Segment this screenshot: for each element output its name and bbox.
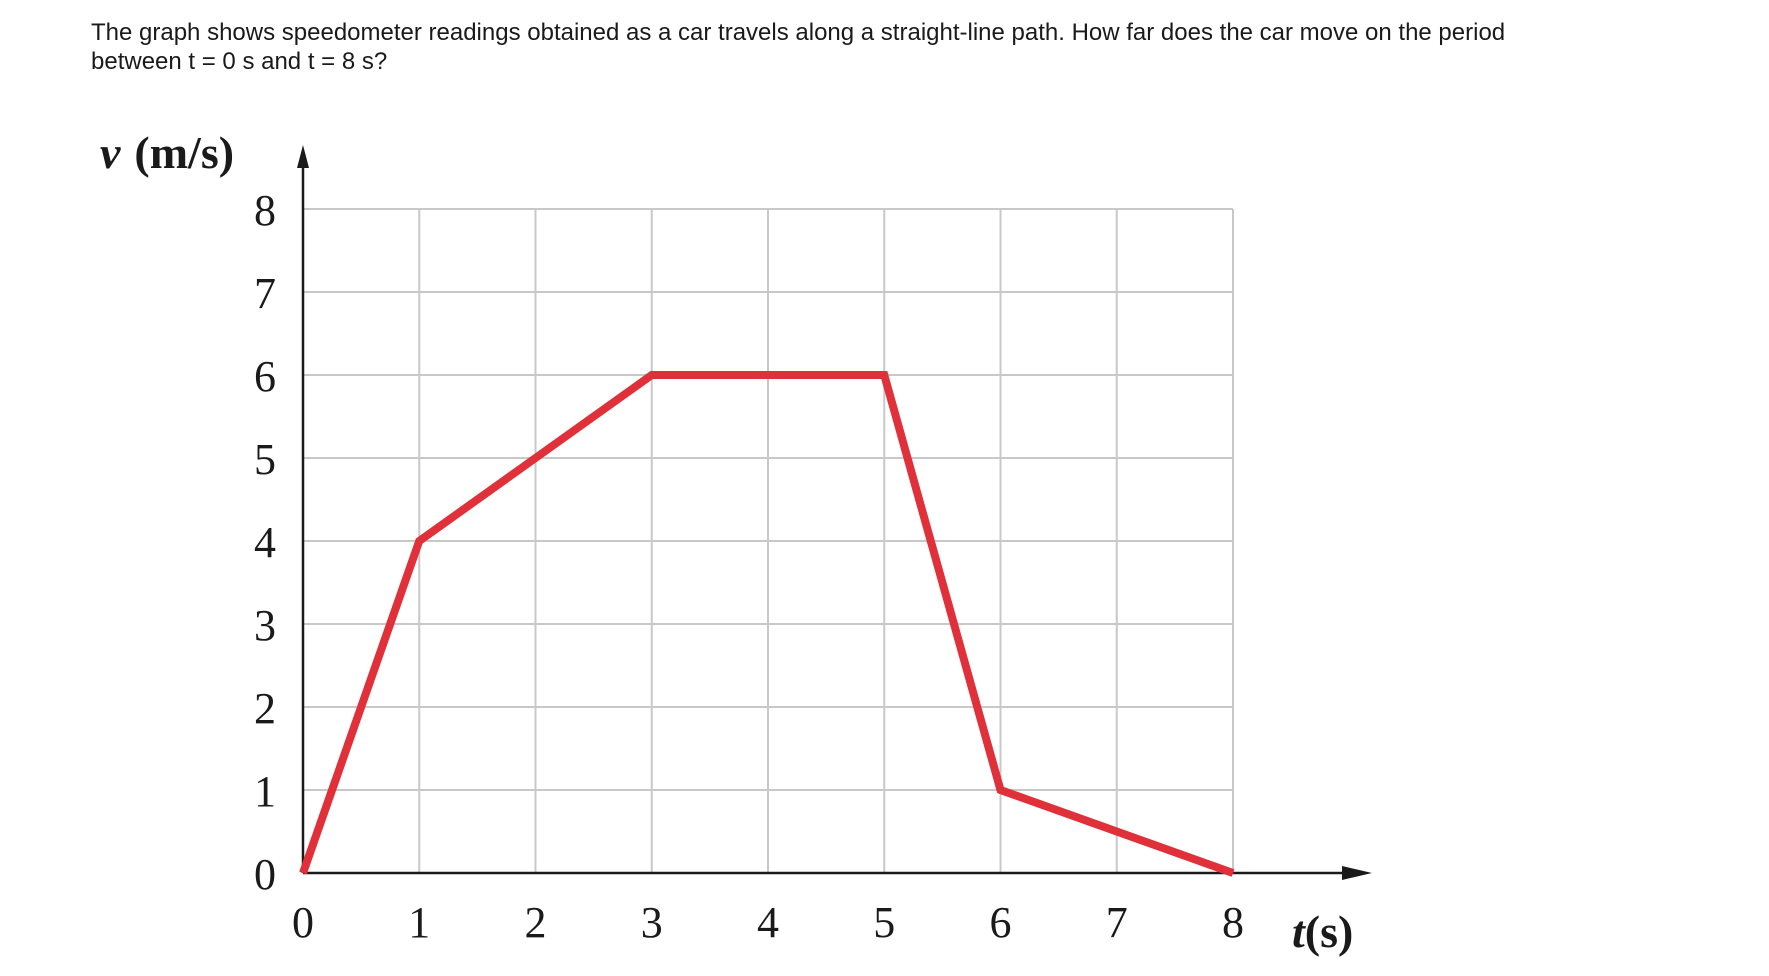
grid bbox=[303, 208, 1234, 873]
y-tick-label: 8 bbox=[254, 186, 276, 235]
x-tick-label: 1 bbox=[408, 898, 430, 947]
series-point bbox=[883, 374, 885, 376]
y-tick-label: 1 bbox=[254, 767, 276, 816]
x-tick-label: 3 bbox=[641, 898, 663, 947]
axes bbox=[297, 145, 1372, 880]
y-tick-label: 0 bbox=[254, 850, 276, 899]
y-tick-label: 4 bbox=[254, 518, 276, 567]
series-point bbox=[302, 872, 304, 874]
y-axis-title: v (m/s) bbox=[100, 127, 234, 178]
x-axis-unit: (s) bbox=[1305, 906, 1354, 957]
series-point bbox=[1232, 872, 1234, 874]
y-axis-arrow-icon bbox=[297, 145, 309, 168]
x-tick-label: 5 bbox=[873, 898, 895, 947]
series-point bbox=[418, 540, 420, 542]
series-point bbox=[651, 374, 653, 376]
y-tick-label: 6 bbox=[254, 352, 276, 401]
x-tick-label: 4 bbox=[757, 898, 779, 947]
x-tick-label: 8 bbox=[1222, 898, 1244, 947]
x-axis-variable: t bbox=[1292, 906, 1306, 957]
y-axis-unit: (m/s) bbox=[134, 127, 234, 178]
y-tick-label: 5 bbox=[254, 435, 276, 484]
question-text: The graph shows speedometer readings obt… bbox=[91, 19, 1506, 75]
x-tick-label: 0 bbox=[292, 898, 314, 947]
y-axis-variable: v bbox=[100, 127, 121, 178]
x-axis-arrow-icon bbox=[1342, 866, 1372, 880]
x-tick-label: 7 bbox=[1106, 898, 1128, 947]
series-layer bbox=[299, 371, 1235, 877]
series-point bbox=[1000, 789, 1001, 791]
series-line-velocity bbox=[299, 371, 1235, 877]
tick-labels: 0 1 2 3 4 5 6 7 8 0 1 2 3 4 5 6 7 8 bbox=[254, 186, 1244, 947]
x-tick-label: 2 bbox=[525, 898, 547, 947]
y-tick-label: 3 bbox=[254, 601, 276, 650]
y-tick-label: 7 bbox=[254, 269, 276, 318]
x-axis-title: t(s) bbox=[1292, 906, 1353, 957]
x-tick-label: 6 bbox=[990, 898, 1012, 947]
y-tick-label: 2 bbox=[254, 684, 276, 733]
